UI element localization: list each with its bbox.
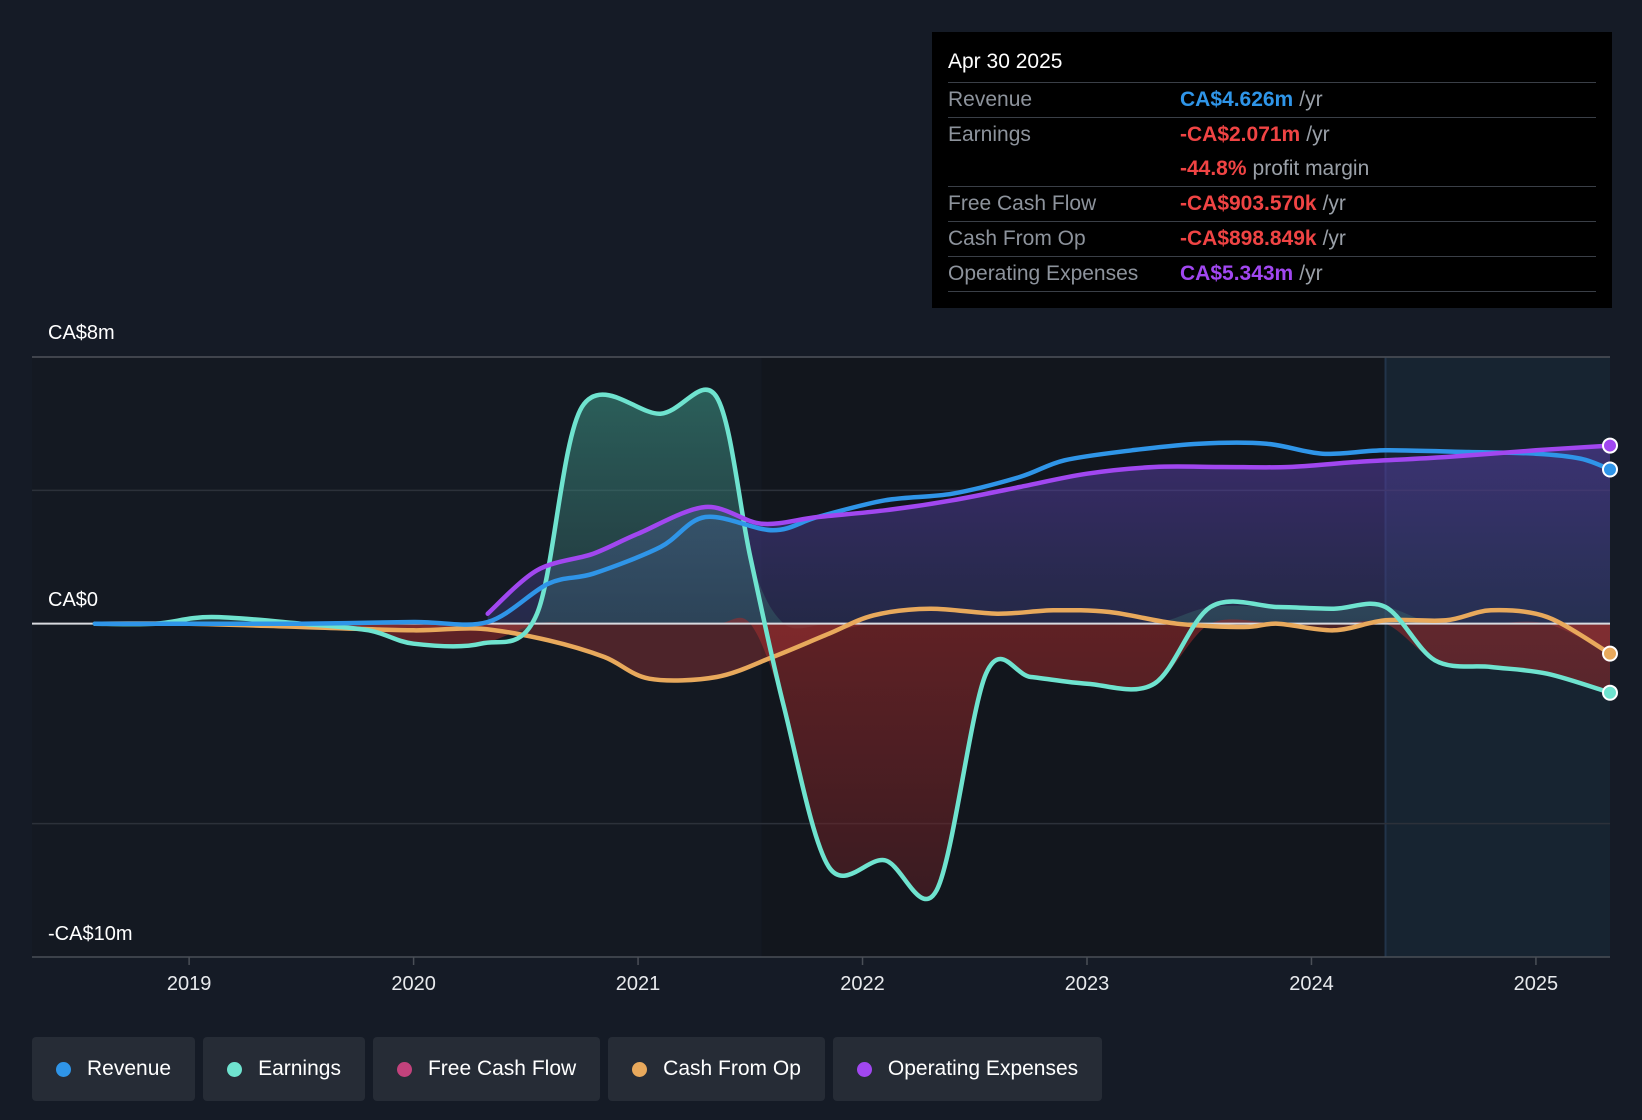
tooltip-row-earnings: Earnings -CA$2.071m /yr [948,118,1596,152]
tooltip-label [948,152,1180,186]
x-tick-label: 2019 [167,973,212,995]
legend-dot-icon [632,1061,648,1077]
tooltip-unit: profit margin [1252,157,1370,180]
tooltip-label: Cash From Op [948,227,1086,250]
opex-line [485,443,1613,616]
tooltip-panel: Apr 30 2025 Revenue CA$4.626m /yr Earnin… [932,32,1612,308]
tooltip-value: -CA$898.849k [1180,227,1317,250]
x-tick-label: 2021 [616,973,661,995]
opex-end-marker [1602,437,1618,454]
tooltip-row-cfo: Cash From Op -CA$898.849k /yr [948,222,1596,257]
opex-area [487,445,1611,624]
tooltip-label: Earnings [948,123,1031,146]
revenue-end-marker [1602,461,1618,478]
legend-item-operating-expenses[interactable]: Operating Expenses [832,1037,1103,1101]
earnings-negative-area [94,617,1611,900]
legend: Revenue Earnings Free Cash Flow Cash Fro… [32,1037,1103,1101]
legend-label: Earnings [258,1057,341,1080]
x-tick-label: 2020 [391,973,436,995]
earnings-line [92,387,1613,902]
legend-dot-icon [856,1061,872,1077]
revenue-line [92,440,1613,627]
tooltip-row-revenue: Revenue CA$4.626m /yr [948,83,1596,118]
earnings-end-marker [1602,684,1618,701]
legend-label: Cash From Op [663,1057,801,1080]
legend-dot-icon [396,1061,412,1077]
tooltip-label: Revenue [948,88,1033,111]
cfo-end-marker [1602,645,1618,662]
legend-item-earnings[interactable]: Earnings [203,1037,365,1101]
x-tick-label: 2022 [840,973,885,995]
y-label-zero: CA$0 [48,589,98,611]
legend-item-free-cash-flow[interactable]: Free Cash Flow [372,1037,601,1101]
tooltip-label: Free Cash Flow [948,192,1097,215]
legend-label: Operating Expenses [887,1057,1079,1080]
tooltip-value: -CA$2.071m [1180,123,1301,146]
x-tick-label: 2024 [1289,973,1334,995]
cfo-line [92,606,1613,683]
legend-dot-icon [56,1061,71,1077]
legend-label: Revenue [87,1057,172,1080]
tooltip-unit: /yr [1299,88,1323,111]
tooltip-row-fcf: Free Cash Flow -CA$903.570k /yr [948,187,1596,222]
tooltip-label: Operating Expenses [948,262,1139,285]
tooltip-value: CA$4.626m [1180,88,1294,111]
legend-item-cash-from-op[interactable]: Cash From Op [608,1037,825,1101]
y-label-bottom: -CA$10m [48,923,132,945]
tooltip-unit: /yr [1306,123,1330,146]
x-tick-label: 2023 [1065,973,1110,995]
tooltip-row-profit-margin: -44.8% profit margin [948,152,1596,187]
tooltip-date: Apr 30 2025 [948,46,1596,83]
y-label-top: CA$8m [48,322,115,344]
tooltip-row-opex: Operating Expenses CA$5.343m /yr [948,257,1596,292]
tooltip-unit: /yr [1322,227,1346,250]
tooltip-value: -44.8% [1180,157,1247,180]
tooltip-unit: /yr [1299,262,1323,285]
tooltip-unit: /yr [1322,192,1346,215]
x-tick-label: 2025 [1514,973,1559,995]
tooltip-value: -CA$903.570k [1180,192,1317,215]
legend-label: Free Cash Flow [427,1057,577,1080]
legend-item-revenue[interactable]: Revenue [32,1037,196,1101]
legend-dot-icon [227,1061,243,1077]
tooltip-value: CA$5.343m [1180,262,1294,285]
